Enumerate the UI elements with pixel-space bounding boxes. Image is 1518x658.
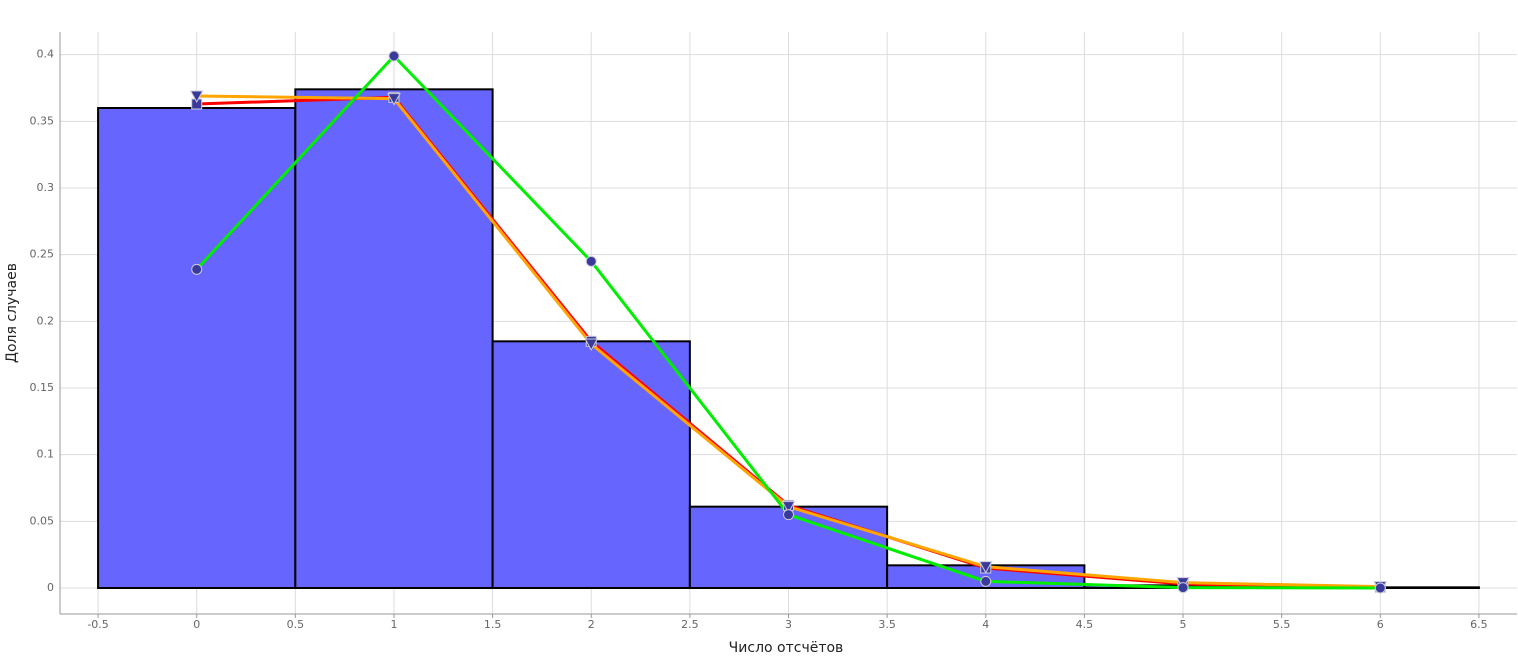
marker: [978, 561, 993, 574]
y-tick-label: 0.3: [37, 181, 55, 194]
x-tick-label: 3: [785, 618, 792, 631]
x-tick-label: 5: [1180, 618, 1187, 631]
x-tick-label: 6: [1377, 618, 1384, 631]
x-tick-label: 0.5: [287, 618, 305, 631]
x-tick-label: 0: [193, 618, 200, 631]
marker: [1374, 582, 1386, 594]
x-tick-label: 6.5: [1470, 618, 1488, 631]
x-tick-label: 5.5: [1273, 618, 1291, 631]
marker: [388, 50, 400, 62]
x-tick-label: 1: [390, 618, 397, 631]
marker: [781, 501, 796, 514]
x-tick-label: 2: [588, 618, 595, 631]
y-axis-title: Доля случаев: [4, 263, 20, 363]
y-tick-label: 0.1: [37, 448, 55, 461]
marker: [191, 263, 203, 275]
x-tick-label: 4: [982, 618, 989, 631]
y-tick-label: 0.35: [30, 114, 55, 127]
y-tick-label: 0.15: [30, 381, 55, 394]
marker: [584, 338, 599, 352]
x-tick-label: 1.5: [484, 618, 502, 631]
x-tick-label: -0.5: [87, 618, 108, 631]
bar: [491, 340, 691, 590]
x-tick-label: 3.5: [878, 618, 896, 631]
bar: [97, 107, 297, 589]
x-tick-label: 4.5: [1076, 618, 1094, 631]
y-tick-label: 0.2: [37, 314, 55, 327]
y-tick-label: 0.4: [37, 48, 55, 61]
marker: [387, 93, 401, 106]
marker: [585, 255, 597, 267]
y-tick-label: 0: [47, 581, 54, 594]
x-axis-title: Число отсчётов: [729, 640, 844, 656]
marker: [980, 575, 992, 587]
y-tick-label: 0.25: [30, 248, 55, 261]
marker: [783, 509, 794, 521]
x-tick-label: 2.5: [681, 618, 699, 631]
marker: [189, 90, 204, 104]
marker: [1177, 582, 1189, 594]
y-tick-label: 0.05: [30, 514, 55, 527]
bar: [294, 88, 494, 589]
